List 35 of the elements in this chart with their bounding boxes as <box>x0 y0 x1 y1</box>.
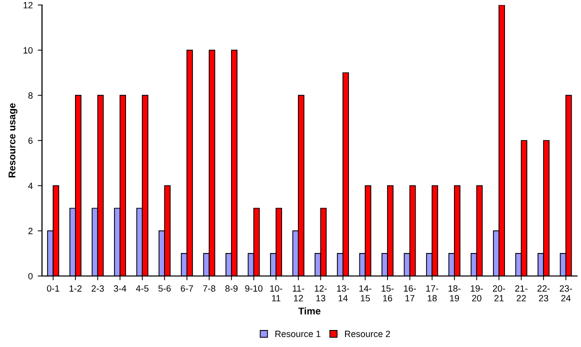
x-tick-label: 1-2 <box>70 285 82 292</box>
x-tick-label: 21- 22 <box>515 285 528 302</box>
x-tick-label: 9-10 <box>245 285 262 292</box>
x-tick-label: 15- 16 <box>382 285 394 302</box>
y-tick-label: 10 <box>24 47 33 54</box>
x-tick-label: 19- 20 <box>470 285 483 302</box>
legend-label: Resource 2 <box>345 330 390 338</box>
x-tick-label: 6-7 <box>180 285 193 292</box>
x-axis-title: Time <box>298 307 320 314</box>
legend-label: Resource 1 <box>275 330 320 338</box>
x-tick-label: 0-1 <box>46 285 60 292</box>
y-tick-label: 4 <box>28 182 33 189</box>
x-tick-label: 16- 17 <box>404 285 416 302</box>
x-tick-label: 11- 12 <box>292 285 304 302</box>
x-tick-label: 2-3 <box>92 285 104 292</box>
x-tick-label: 5-6 <box>158 285 171 292</box>
y-tick-label: 0 <box>28 272 33 280</box>
y-axis-title: Resource usage <box>8 103 18 178</box>
x-tick-label: 7-8 <box>203 285 216 292</box>
x-tick-label: 22- 23 <box>537 285 550 302</box>
x-tick-label: 14- 15 <box>359 285 372 302</box>
y-tick-label: 2 <box>28 228 33 234</box>
x-tick-label: 3-4 <box>114 285 126 292</box>
x-tick-label: 18- 19 <box>448 285 461 302</box>
x-tick-label: 12- 13 <box>314 285 327 302</box>
x-tick-label: 8-9 <box>225 285 238 292</box>
y-tick-label: 6 <box>28 137 33 144</box>
x-tick-label: 10- 11 <box>270 285 282 302</box>
y-tick-label: 12 <box>24 2 33 8</box>
x-tick-label: 23- 24 <box>560 285 572 302</box>
y-tick-label: 8 <box>28 92 33 99</box>
x-tick-label: 17- 18 <box>426 285 438 302</box>
x-tick-label: 4-5 <box>136 285 148 292</box>
x-tick-label: 13- 14 <box>337 285 350 302</box>
x-tick-label: 20- 21 <box>492 285 506 302</box>
